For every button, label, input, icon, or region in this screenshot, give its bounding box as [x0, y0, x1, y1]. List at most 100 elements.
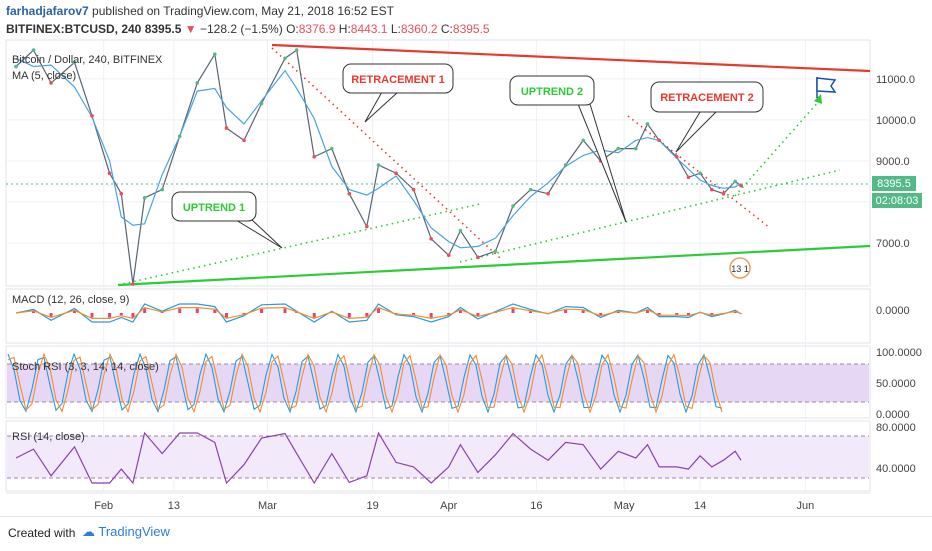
- ohlc-open: 8376.9: [298, 22, 336, 36]
- tradingview-cloud-icon: ☁: [82, 524, 95, 539]
- price-point: [90, 113, 94, 118]
- price-point: [213, 52, 217, 57]
- price-tick-label: 7000.0: [876, 238, 910, 250]
- price-point: [616, 146, 621, 151]
- price-point: [458, 228, 463, 233]
- price-point: [242, 138, 246, 143]
- price-point: [733, 179, 738, 184]
- chart-header: farhadjafarov7 published on TradingView.…: [0, 0, 932, 40]
- price-point: [365, 224, 369, 229]
- resistance-trendline[interactable]: [271, 43, 871, 73]
- published-text: published on TradingView.com, May 21, 20…: [92, 4, 395, 18]
- stoch-series: [7, 352, 723, 414]
- tradingview-brand: TradingView: [98, 524, 170, 539]
- price-point: [581, 138, 585, 143]
- price-point: [31, 48, 36, 52]
- stoch-tick-50: 50.0000: [876, 378, 916, 390]
- ohlc-high: 8443.1: [350, 22, 388, 36]
- time-tick-label: Feb: [94, 500, 113, 512]
- created-with-text: Created with: [8, 526, 76, 540]
- author-link[interactable]: farhadjafarov7: [6, 4, 89, 18]
- price-point: [563, 163, 568, 167]
- ohlc-low-label: L:: [390, 22, 401, 36]
- event-badge[interactable]: 13 1: [729, 257, 751, 279]
- macd-signal-line: [15, 306, 742, 320]
- price-point: [511, 204, 515, 208]
- uptrend-1-line[interactable]: [117, 203, 481, 286]
- rsi-series: [15, 431, 742, 485]
- symbol-label: BITFINEX:BTCUSD, 240: [6, 22, 142, 36]
- price-point: [721, 191, 726, 196]
- callout-uptrend-2[interactable]: UPTREND 2: [509, 75, 627, 223]
- price-point: [429, 237, 433, 241]
- ohlc-open-label: O:: [286, 22, 299, 36]
- time-tick-label: 14: [694, 500, 706, 512]
- publish-line: farhadjafarov7 published on TradingView.…: [6, 4, 394, 18]
- stoch-d-line: [7, 352, 723, 414]
- price-point: [446, 253, 451, 258]
- price-point: [131, 282, 135, 286]
- price-point: [476, 255, 480, 260]
- price-point: [142, 196, 147, 200]
- price-point: [224, 126, 229, 130]
- countdown-tag: 02:08:03: [872, 193, 922, 208]
- macd-line: [15, 303, 742, 323]
- price-series: [14, 48, 743, 286]
- price-tick-label: 9000.0: [876, 156, 910, 168]
- price-point: [645, 122, 650, 126]
- time-tick-label: Apr: [440, 500, 457, 512]
- price-point: [119, 191, 124, 196]
- time-tick-label: Jun: [797, 500, 815, 512]
- time-tick-label: 16: [530, 500, 542, 512]
- callout-uptrend-1[interactable]: UPTREND 1: [171, 191, 283, 249]
- stoch-tick-0: 0.0000: [876, 409, 910, 421]
- tradingview-logo[interactable]: ☁ TradingView: [82, 524, 170, 540]
- price-point: [312, 154, 317, 159]
- stoch-title[interactable]: Stoch RSI (3, 3, 14, 14, close): [12, 361, 159, 373]
- price-point: [376, 163, 381, 167]
- rsi-line: [15, 431, 742, 485]
- price-point: [710, 187, 714, 192]
- flag-icon[interactable]: [816, 77, 837, 98]
- rsi-title[interactable]: RSI (14, close): [12, 431, 85, 443]
- last-price: 8395.5: [144, 22, 182, 36]
- time-axis[interactable]: Feb 13 Mar 19 Apr 16 May 14 Jun: [94, 500, 814, 512]
- macd-title[interactable]: MACD (12, 26, close, 9): [12, 294, 129, 306]
- price-point: [686, 175, 691, 180]
- support-trendline[interactable]: [117, 244, 871, 287]
- time-tick-label: May: [614, 500, 635, 512]
- price-point: [674, 154, 679, 159]
- ma-legend[interactable]: MA (5, close): [12, 70, 76, 82]
- price-tick-label: 11000.0: [876, 74, 915, 86]
- price-point: [411, 187, 416, 192]
- price-point: [195, 81, 200, 85]
- callout-label: RETRACEMENT 1: [351, 74, 445, 86]
- symbol-line: BITFINEX:BTCUSD, 240 8395.5 ▼ −128.2 (−1…: [6, 22, 490, 36]
- price-point: [72, 60, 77, 65]
- price-point: [739, 183, 743, 188]
- price-tick-label: 10000.0: [876, 115, 916, 127]
- price-tag: 8395.5: [872, 176, 916, 191]
- price-point: [283, 56, 287, 61]
- price-point: [634, 146, 638, 151]
- callout-label: RETRACEMENT 2: [660, 92, 754, 104]
- projection-arrow-icon: [814, 94, 822, 104]
- rsi-tick-80: 80.0000: [876, 422, 916, 434]
- stoch-band-fill: [7, 364, 869, 402]
- callout-retracement-2[interactable]: RETRACEMENT 2: [650, 81, 764, 153]
- callout-label: UPTREND 2: [521, 86, 583, 98]
- price-point: [177, 134, 182, 139]
- badge-text: 13 1: [731, 264, 749, 274]
- macd-pane[interactable]: [5, 288, 871, 344]
- time-tick-label: 19: [367, 500, 379, 512]
- retracement-1-line[interactable]: [271, 47, 501, 259]
- countdown-tag-text: 02:08:03: [876, 195, 919, 207]
- macd-tick: 0.0000: [876, 305, 910, 317]
- rsi-tick-40: 40.0000: [876, 463, 916, 475]
- price-point: [49, 81, 53, 85]
- time-tick-label: 13: [168, 500, 180, 512]
- callout-retracement-1[interactable]: RETRACEMENT 1: [342, 63, 454, 123]
- uptrend-2-line[interactable]: [459, 169, 841, 263]
